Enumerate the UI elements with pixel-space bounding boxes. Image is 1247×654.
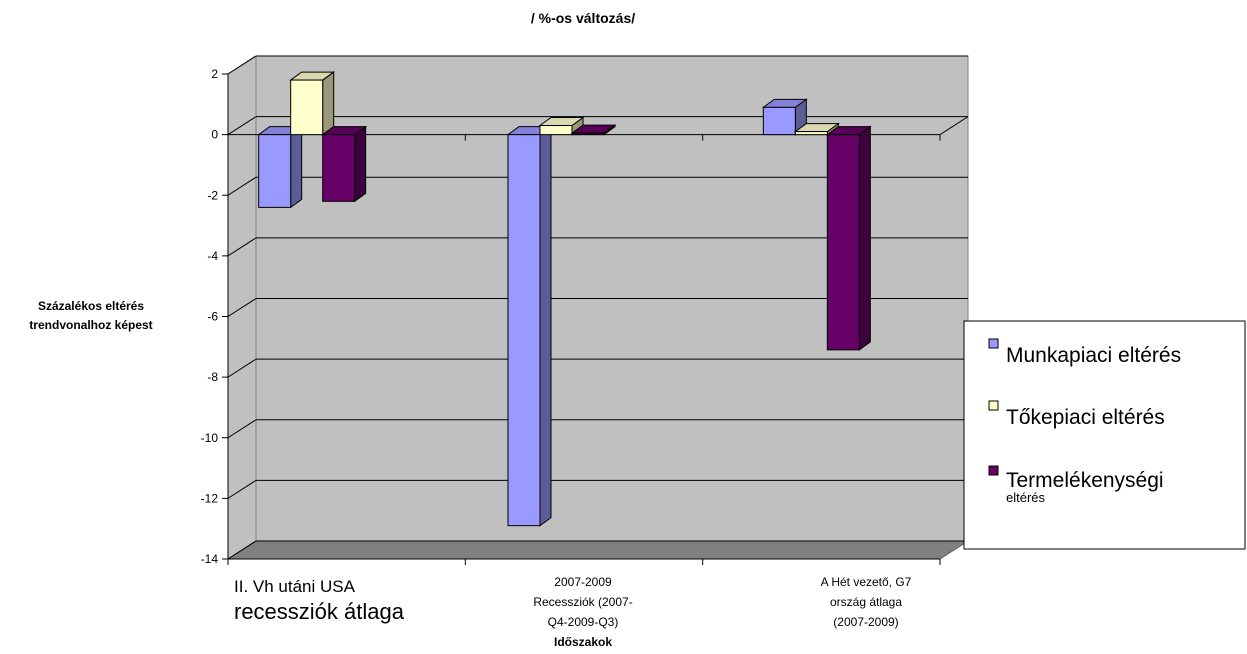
y-tick-label: -12: [201, 491, 219, 505]
y-tick-label: -8: [207, 370, 218, 384]
bar-side: [539, 125, 552, 527]
y-axis-title-line2: trendvonalhoz képest: [29, 318, 152, 332]
legend-swatch-munkapiaci: [988, 338, 999, 349]
gridline-side: [227, 176, 257, 196]
y-tick-label: 2: [211, 67, 218, 81]
category-labels: II. Vh utáni USA recessziók átlaga 2007-…: [234, 575, 912, 629]
legend-box: [963, 320, 1246, 550]
category-label-3-line2: ország átlaga: [830, 595, 902, 609]
category-label-3-line3: (2007-2009): [833, 615, 898, 629]
zero-line-depth: [939, 116, 969, 136]
legend-label-tokepiaci: Tőkepiaci eltérés: [1006, 406, 1165, 429]
gridline-side: [227, 55, 257, 75]
y-tick-label: -4: [207, 249, 218, 263]
legend-label-termelekenysegi-line2: eltérés: [1006, 490, 1046, 505]
gridline-side: [227, 237, 257, 257]
bar: [570, 124, 617, 136]
bar: [825, 125, 872, 351]
y-tick-labels: 2 0 -2 -4 -6 -8 -10 -12 -14: [201, 67, 219, 566]
bar-front: [571, 132, 605, 136]
gridline-side: [227, 358, 257, 378]
category-label-2-line1: 2007-2009: [554, 575, 612, 589]
x-axis-title: Időszakok: [554, 635, 612, 649]
bar-side: [354, 125, 367, 203]
y-tick-label: -10: [201, 431, 219, 445]
bars: [257, 71, 872, 527]
category-label-1-line2: recessziók átlaga: [234, 599, 405, 624]
legend-label-munkapiaci: Munkapiaci eltérés: [1006, 344, 1181, 367]
bar-side: [290, 125, 303, 209]
gridline-side: [227, 116, 257, 136]
legend-swatch-termelekenysegi: [988, 465, 999, 476]
legend-swatch-tokepiaci: [988, 400, 999, 411]
category-label-2-line2: Recessziók (2007-: [533, 595, 632, 609]
bar: [506, 125, 553, 527]
bar: [257, 125, 304, 209]
bar: [761, 98, 808, 136]
bar-front: [794, 131, 828, 136]
gridline-side: [227, 298, 257, 317]
category-label-1-line1: II. Vh utáni USA: [234, 577, 356, 596]
bar-front: [762, 106, 796, 136]
bar-front: [826, 134, 860, 351]
bar: [538, 116, 585, 136]
bar-side: [858, 125, 871, 351]
bar-front: [322, 134, 356, 202]
bar-front: [290, 79, 324, 136]
gridline-side: [227, 540, 257, 560]
legend: Munkapiaci eltérés Tőkepiaci eltérés Ter…: [963, 320, 1246, 550]
floor: [226, 540, 970, 560]
bar-side: [322, 71, 335, 136]
bar: [289, 71, 336, 136]
bar-front: [507, 134, 541, 527]
bar: [321, 125, 368, 203]
category-label-2-line3: Q4-2009-Q3): [548, 615, 619, 629]
y-tick-label: -6: [207, 310, 218, 324]
y-tick-label: -14: [201, 552, 219, 566]
bar-front: [539, 125, 573, 136]
chart-title: / %-os változás/: [531, 10, 635, 26]
y-axis-title-line1: Százalékos eltérés: [38, 299, 144, 313]
category-label-3-line1: A Hét vezető, G7: [821, 575, 912, 589]
y-tick-label: 0: [211, 128, 218, 142]
legend-label-termelekenysegi-line1: Termelékenységi: [1006, 469, 1164, 492]
y-tick-label: -2: [207, 188, 218, 202]
gridline-side: [227, 479, 257, 499]
gridline-side: [227, 419, 257, 439]
bar-front: [258, 134, 292, 208]
